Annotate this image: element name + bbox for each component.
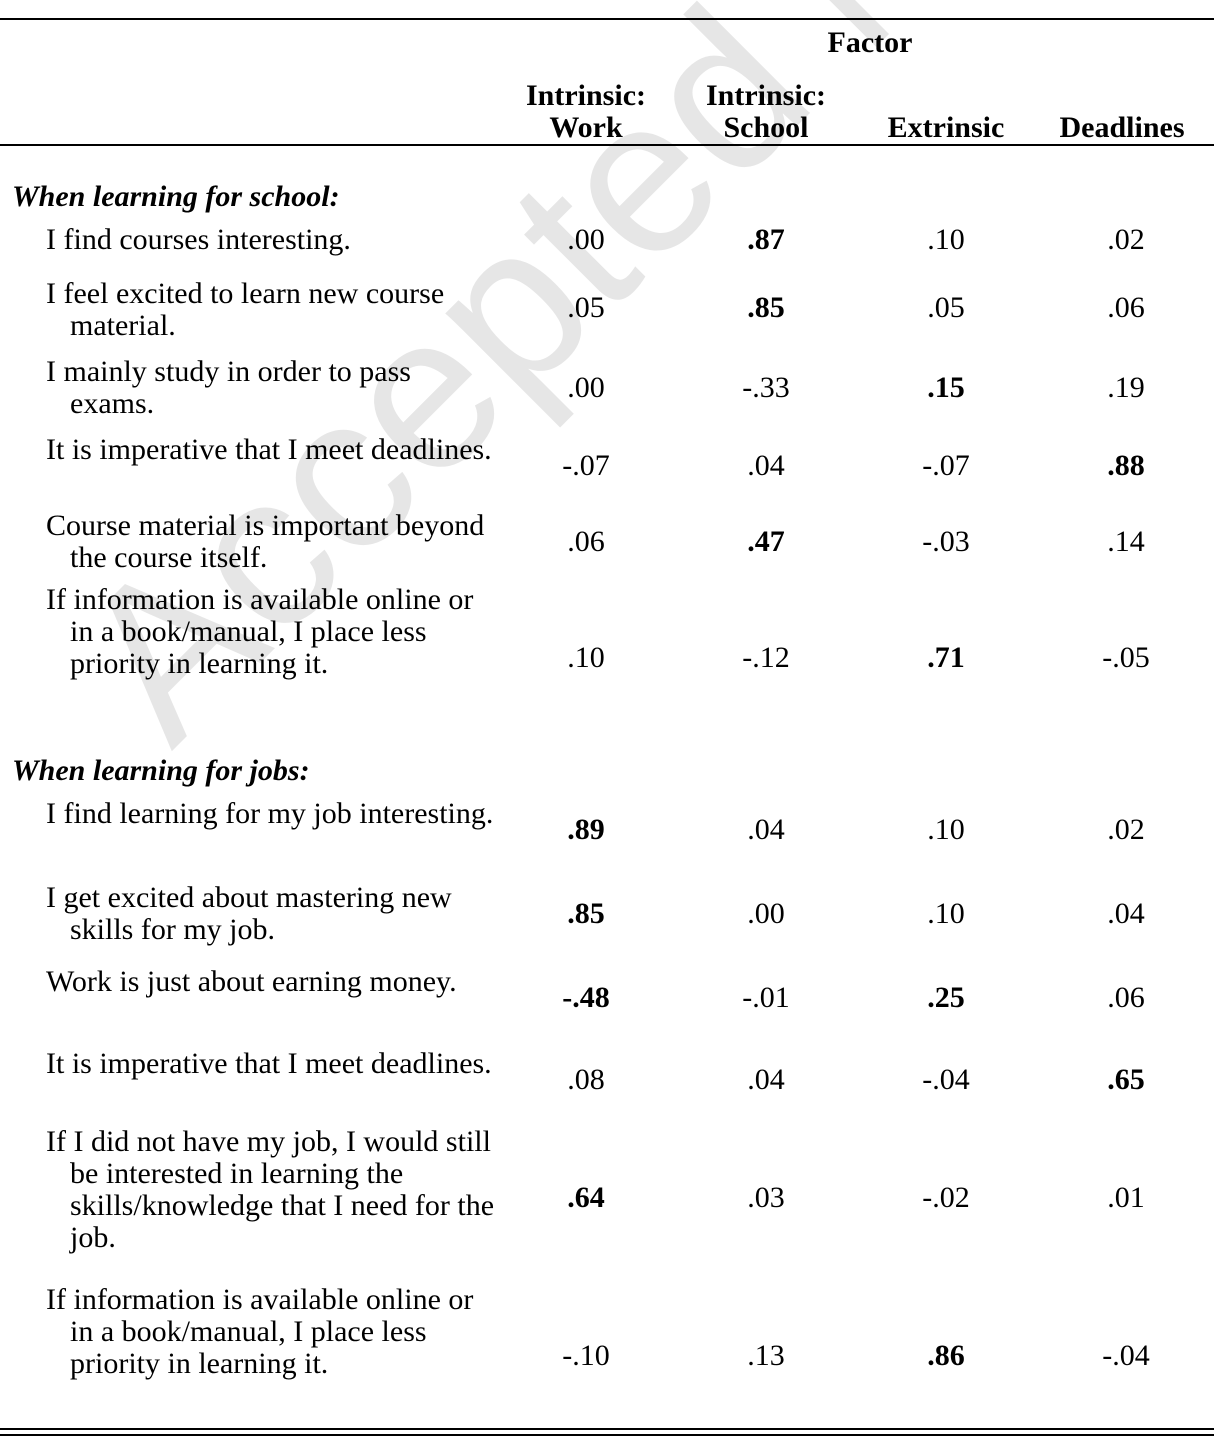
column-header-intrinsic-school: Intrinsic: School [706,79,826,144]
cell-intrinsic-school: .04 [747,813,785,846]
cell-deadlines: .04 [1107,897,1145,930]
cell-intrinsic-work: .89 [567,813,605,846]
cell-deadlines: -.04 [1102,1339,1150,1372]
cell-intrinsic-work: .05 [567,291,605,324]
cell-deadlines: .02 [1107,223,1145,256]
header-rule [0,144,1214,146]
item-text: If information is available online or in… [46,1283,474,1380]
cell-intrinsic-school: .04 [747,1063,785,1096]
cell-intrinsic-school: -.01 [742,981,790,1014]
cell-deadlines: .14 [1107,525,1145,558]
item-text: I get excited about mastering new skills… [46,881,452,946]
cell-intrinsic-work: .64 [567,1181,605,1214]
cell-deadlines: .88 [1107,449,1145,482]
cell-intrinsic-work: .85 [567,897,605,930]
cell-intrinsic-school: -.12 [742,641,790,674]
cell-deadlines: .01 [1107,1181,1145,1214]
cell-intrinsic-school: .85 [747,291,785,324]
cell-intrinsic-work: .10 [567,641,605,674]
column-header-extrinsic: Extrinsic [887,111,1005,144]
column-header-intrinsic-work: Intrinsic: Work [526,79,646,144]
cell-extrinsic: .10 [927,813,965,846]
cell-extrinsic: -.03 [922,525,970,558]
cell-extrinsic: .71 [927,641,965,674]
item-text: I feel excited to learn new course mater… [46,277,445,342]
cell-intrinsic-school: .04 [747,449,785,482]
cell-deadlines: .06 [1107,981,1145,1014]
cell-intrinsic-work: -.10 [562,1339,610,1372]
cell-extrinsic: -.04 [922,1063,970,1096]
column-header-deadlines: Deadlines [1059,111,1185,144]
cell-intrinsic-school: .47 [747,525,785,558]
cell-extrinsic: .86 [927,1339,965,1372]
item-text: If I did not have my job, I would still … [46,1125,495,1254]
cell-intrinsic-school: .03 [747,1181,785,1214]
item-text: Work is just about earning money. [46,965,457,998]
cell-intrinsic-work: .06 [567,525,605,558]
cell-extrinsic: -.07 [922,449,970,482]
cell-intrinsic-school: -.33 [742,371,790,404]
cell-intrinsic-work: .00 [567,371,605,404]
cell-intrinsic-school: .00 [747,897,785,930]
item-text: It is imperative that I meet deadlines. [46,433,492,466]
cell-deadlines: -.05 [1102,641,1150,674]
cell-intrinsic-school: .87 [747,223,785,256]
cell-extrinsic: .05 [927,291,965,324]
cell-deadlines: .06 [1107,291,1145,324]
cell-deadlines: .19 [1107,371,1145,404]
section-title-jobs: When learning for jobs: [12,754,310,787]
cell-deadlines: .02 [1107,813,1145,846]
cell-intrinsic-work: .08 [567,1063,605,1096]
item-text: Course material is important beyond the … [46,509,485,574]
cell-intrinsic-work: -.48 [562,981,610,1014]
table-bottom-rule [0,1428,1214,1430]
item-text: I find learning for my job interesting. [46,797,494,830]
section-title-school: When learning for school: [12,180,340,213]
item-text: It is imperative that I meet deadlines. [46,1047,492,1080]
cell-intrinsic-work: -.07 [562,449,610,482]
item-text: If information is available online or in… [46,583,474,680]
cell-intrinsic-school: .13 [747,1339,785,1372]
item-text: I mainly study in order to pass exams. [46,355,411,420]
factor-header: Factor [827,26,913,59]
cell-extrinsic: .25 [927,981,965,1014]
cell-intrinsic-work: .00 [567,223,605,256]
cell-deadlines: .65 [1107,1063,1145,1096]
table-bottom-rule [0,1434,1214,1436]
cell-extrinsic: .10 [927,223,965,256]
cell-extrinsic: .10 [927,897,965,930]
cell-extrinsic: .15 [927,371,965,404]
item-text: I find courses interesting. [46,223,351,256]
cell-extrinsic: -.02 [922,1181,970,1214]
table-top-rule [0,18,1214,20]
